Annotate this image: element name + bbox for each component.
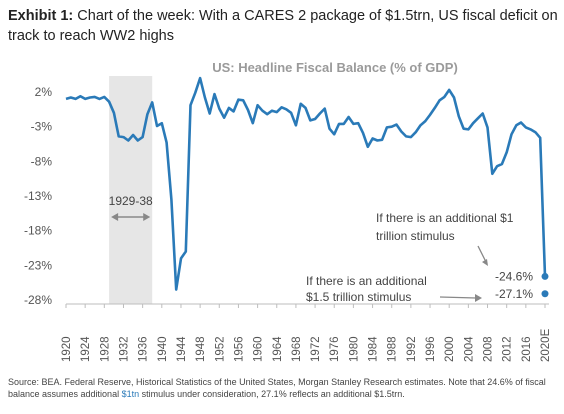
annotation-1tn-line-1: If there is an additional $1 [376,211,514,225]
x-tick-label: 1968 [291,336,303,362]
x-tick-label: 1956 [233,336,245,362]
annotation-15tn-line-2: $1.5 trillion stimulus [306,290,411,304]
scenario-value-label-1: -24.6% [495,269,533,283]
x-tick-label: 2012 [502,336,514,362]
x-tick-label: 1984 [368,336,380,362]
annotation-15tn-arrow [439,296,477,299]
x-tick-label: 1996 [425,336,437,362]
x-tick-label: 1992 [406,336,418,362]
x-tick-label: 1980 [348,336,360,362]
x-tick-label: 1936 [138,336,150,362]
x-tick-label: 2000 [444,336,456,362]
shaded-period-label: 1929-38 [109,194,153,208]
exhibit-title: Exhibit 1: Chart of the week: With a CAR… [8,6,558,46]
annotation-1tn-arrowhead [482,259,488,266]
y-tick-label: -18% [24,224,52,238]
x-tick-label: 1924 [80,336,92,362]
source-text-pre: Source: BEA. Federal Reserve, Historical… [8,377,546,399]
x-tick-label: 1920 [61,336,73,362]
x-tick-label: 1976 [329,336,341,362]
period-arrow-right-head [143,213,151,221]
annotation-1tn-arrow [477,245,487,263]
scenario-value-label-2: -27.1% [495,287,533,301]
x-tick-label: 1960 [253,336,265,362]
x-tick-label: 1932 [118,336,130,362]
x-tick-label: 1944 [176,336,188,362]
y-tick-label: -23% [24,258,52,272]
x-tick-label: 2020E [540,328,552,362]
x-tick-label: 1928 [99,336,111,362]
scenario-point-1 [541,272,549,280]
annotation-15tn-arrowhead [475,294,482,302]
y-tick-label: -28% [24,293,52,307]
fiscal-balance-line [65,76,547,291]
x-tick-label: 1948 [195,336,207,362]
y-tick-label: -3% [31,120,53,134]
x-tick-label: 1952 [214,336,226,362]
source-text-post: stimulus under consideration, 27.1% refl… [139,389,405,399]
x-tick-label: 1940 [157,336,169,362]
x-tick-label: 1988 [387,336,399,362]
x-tick-label: 2008 [483,336,495,362]
source-note: Source: BEA. Federal Reserve, Historical… [8,376,558,400]
annotation-1tn-line-2: trillion stimulus [376,229,455,243]
period-arrow-left-head [111,213,119,221]
x-tick-label: 1972 [310,336,322,362]
x-tick-label: 1964 [272,336,284,362]
exhibit-label: Exhibit 1: [8,8,74,24]
x-tick-label: 2004 [463,336,475,362]
y-tick-label: 2% [35,85,53,99]
chart-title: US: Headline Fiscal Balance (% of GDP) [212,60,458,75]
shaded-period-1929-38 [109,76,153,304]
scenario-point-2 [541,290,549,298]
source-text-highlight: $1tn [121,389,140,399]
exhibit-title-text: Chart of the week: With a CARES 2 packag… [8,8,558,44]
annotation-15tn-line-1: If there is an additional [306,274,427,288]
y-tick-label: -13% [24,189,52,203]
x-tick-label: 2016 [521,336,533,362]
fiscal-balance-chart: 1929-38 US: Headline Fiscal Balance (% o… [24,60,552,362]
y-tick-label: -8% [31,154,53,168]
